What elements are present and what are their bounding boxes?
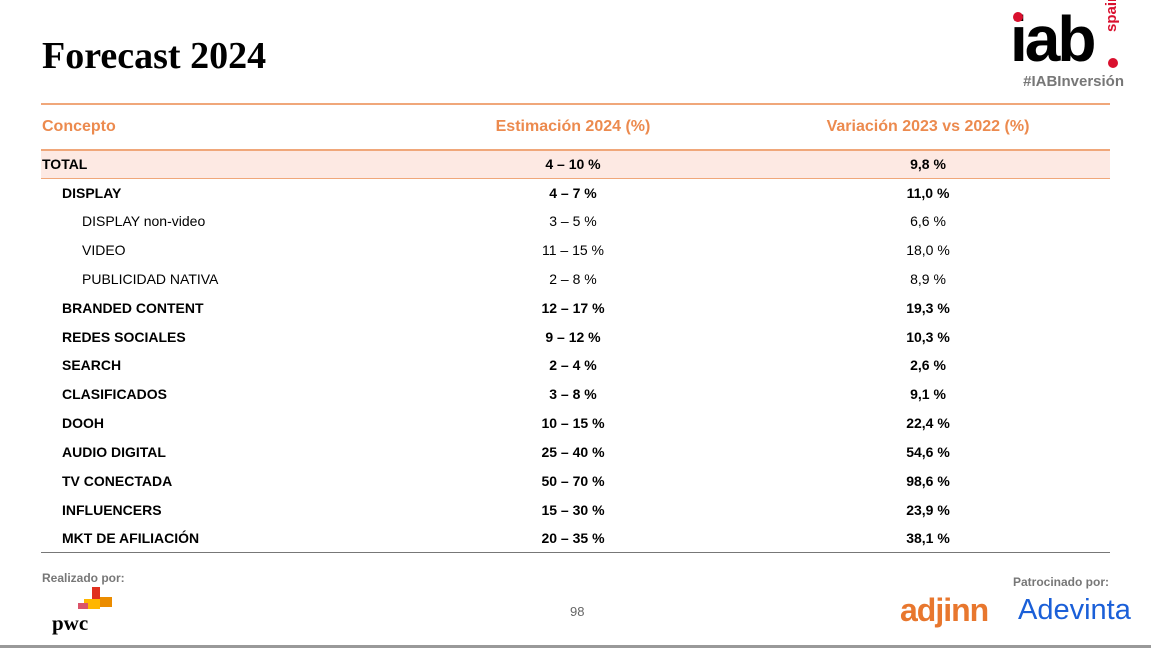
estimate: 20 – 35 % — [541, 530, 605, 547]
table-row: TV CONECTADA 50 – 70 % 98,6 % — [41, 466, 1110, 495]
made-by: pwc — [52, 611, 89, 635]
variation: 9,8 % — [910, 156, 946, 173]
estimate: 10 – 15 % — [541, 415, 605, 432]
variation: 6,6 % — [910, 213, 946, 230]
estimate: 2 – 8 % — [549, 270, 597, 287]
pwc-mark — [78, 587, 112, 609]
variation: 10,3 % — [906, 328, 950, 345]
made-by-label: Realizado por: — [42, 571, 125, 585]
concept: REDES SOCIALES — [62, 328, 186, 345]
estimate: 12 – 17 % — [541, 299, 605, 316]
table-row: INFLUENCERS 15 – 30 % 23,9 % — [41, 495, 1110, 524]
table-row: DOOH 10 – 15 % 22,4 % — [41, 409, 1110, 438]
table-row: PUBLICIDAD NATIVA 2 – 8 % 8,9 % — [41, 265, 1110, 294]
page-number: 98 — [570, 604, 585, 619]
bottom-rule — [0, 645, 1151, 648]
variation: 8,9 % — [910, 270, 946, 287]
hashtag: #IABInversión — [1023, 73, 1124, 90]
concept: AUDIO DIGITAL — [62, 444, 166, 461]
table-row: DISPLAY non-video 3 – 5 % 6,6 % — [41, 207, 1110, 236]
concept: PUBLICIDAD NATIVA — [82, 270, 219, 287]
variation: 11,0 % — [906, 184, 950, 201]
table-row: REDES SOCIALES 9 – 12 % 10,3 % — [41, 322, 1110, 351]
variation: 22,4 % — [906, 415, 950, 432]
estimate: 2 – 4 % — [549, 357, 597, 374]
concept: MKT DE AFILIACIÓN — [62, 530, 200, 547]
variation: 9,1 % — [910, 386, 946, 403]
sponsor: adjinn — [900, 592, 989, 628]
estimate: 4 – 10 % — [545, 156, 601, 173]
header-row: Concepto Estimación 2024 (%) Variación 2… — [41, 104, 1110, 150]
title: Forecast 2024 — [42, 35, 267, 77]
concept: TOTAL — [42, 156, 88, 173]
variation: 54,6 % — [906, 444, 950, 461]
forecast-table: Concepto Estimación 2024 (%) Variación 2… — [41, 103, 1110, 553]
estimate: 25 – 40 % — [541, 444, 605, 461]
estimate: 3 – 5 % — [549, 213, 597, 230]
sponsor: Adevinta — [1018, 594, 1131, 626]
concept: VIDEO — [82, 242, 126, 259]
table-row: MKT DE AFILIACIÓN 20 – 35 % 38,1 % — [41, 524, 1110, 553]
concept: DISPLAY — [62, 184, 122, 201]
concept: CLASIFICADOS — [62, 386, 167, 403]
column-header: Variación 2023 vs 2022 (%) — [826, 118, 1030, 135]
concept: BRANDED CONTENT — [62, 299, 204, 316]
table-row: DISPLAY 4 – 7 % 11,0 % — [41, 178, 1110, 207]
sponsored-by-label: Patrocinado por: — [1012, 575, 1109, 589]
estimate: 3 – 8 % — [549, 386, 597, 403]
variation: 2,6 % — [910, 357, 946, 374]
logo-dots — [1013, 12, 1118, 68]
concept: DOOH — [62, 415, 104, 432]
table-row: TOTAL 4 – 10 % 9,8 % — [41, 150, 1110, 178]
variation: 23,9 % — [906, 501, 950, 518]
estimate: 15 – 30 % — [541, 501, 605, 518]
estimate: 11 – 15 % — [541, 242, 604, 259]
column-header: Estimación 2024 (%) — [495, 118, 651, 135]
table-row: SEARCH 2 – 4 % 2,6 % — [41, 351, 1110, 380]
concept: INFLUENCERS — [62, 501, 162, 518]
concept: TV CONECTADA — [62, 472, 173, 489]
estimate: 4 – 7 % — [549, 184, 597, 201]
variation: 98,6 % — [906, 472, 950, 489]
table-row: BRANDED CONTENT 12 – 17 % 19,3 % — [41, 293, 1110, 322]
table-row: CLASIFICADOS 3 – 8 % 9,1 % — [41, 380, 1110, 409]
table-row: AUDIO DIGITAL 25 – 40 % 54,6 % — [41, 438, 1110, 467]
variation: 19,3 % — [906, 299, 950, 316]
table-row: VIDEO 11 – 15 % 18,0 % — [41, 236, 1110, 265]
estimate: 50 – 70 % — [541, 472, 605, 489]
estimate: 9 – 12 % — [545, 328, 601, 345]
variation: 18,0 % — [906, 242, 950, 259]
logo-brand: iab — [1010, 3, 1096, 75]
column-header: Concepto — [42, 118, 116, 135]
concept: DISPLAY non-video — [82, 213, 206, 230]
variation: 38,1 % — [906, 530, 950, 547]
concept: SEARCH — [62, 357, 122, 374]
